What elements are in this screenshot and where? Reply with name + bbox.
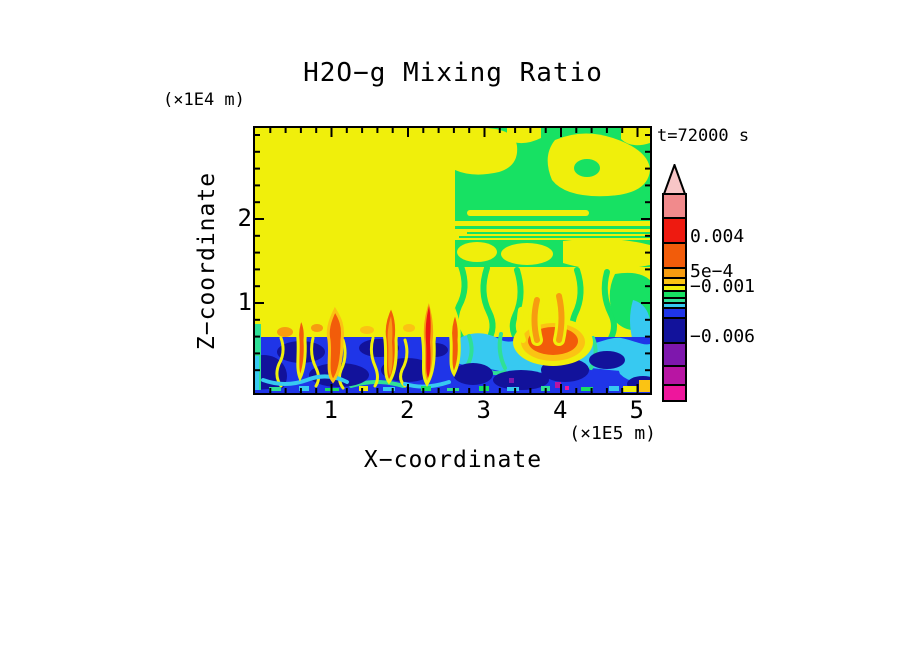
time-annotation: t=72000 s bbox=[657, 126, 750, 146]
colorbar-segment-navy bbox=[664, 317, 685, 342]
colorbar-segment-cyan bbox=[664, 302, 685, 307]
y-tick-label-1: 1 bbox=[237, 288, 252, 316]
updraft-plumes bbox=[277, 290, 593, 387]
tick-marks bbox=[255, 128, 650, 393]
x-axis-tick-labels: 1 2 3 4 5 bbox=[255, 396, 650, 424]
x-tick-label-4: 4 bbox=[553, 396, 568, 424]
x-tick-label-5: 5 bbox=[629, 396, 644, 424]
contour-field-svg bbox=[255, 128, 650, 393]
colorbar-segment-purple bbox=[664, 342, 685, 365]
colorbar-bar bbox=[662, 193, 687, 402]
x-axis-units-label: (×1E5 m) bbox=[569, 423, 656, 444]
colorbar-segment-magenta bbox=[664, 384, 685, 400]
colorbar-segment-spring bbox=[664, 297, 685, 302]
colorbar-segment-gold bbox=[664, 277, 685, 284]
colorbar-label-1: 5e−4 bbox=[690, 261, 734, 282]
x-tick-label-1: 1 bbox=[323, 396, 338, 424]
colorbar-segment-lt_orange bbox=[664, 267, 685, 277]
y-axis-units-label: (×1E4 m) bbox=[163, 90, 245, 110]
x-tick-label-2: 2 bbox=[400, 396, 415, 424]
colorbar-segment-magpurple bbox=[664, 365, 685, 384]
plot-area bbox=[253, 126, 652, 395]
colorbar-segment-yellow bbox=[664, 284, 685, 290]
colorbar-segment-green bbox=[664, 290, 685, 297]
green-region bbox=[452, 128, 650, 350]
colorbar-label-2: −0.001 bbox=[690, 276, 756, 297]
x-tick-label-3: 3 bbox=[476, 396, 491, 424]
colorbar-segment-orange bbox=[664, 242, 685, 267]
chart-title: H2O−g Mixing Ratio bbox=[303, 58, 603, 88]
colorbar-segment-red bbox=[664, 217, 685, 242]
colorbar-label-3: −0.006 bbox=[690, 326, 756, 347]
colorbar-segment-blue bbox=[664, 307, 685, 317]
x-axis-title: X−coordinate bbox=[363, 447, 543, 473]
y-tick-label-2: 2 bbox=[237, 204, 252, 232]
y-axis-title: Z−coordinate bbox=[194, 171, 220, 351]
colorbar-segment-salmon bbox=[664, 195, 685, 217]
colorbar-label-0: 0.004 bbox=[690, 226, 745, 247]
